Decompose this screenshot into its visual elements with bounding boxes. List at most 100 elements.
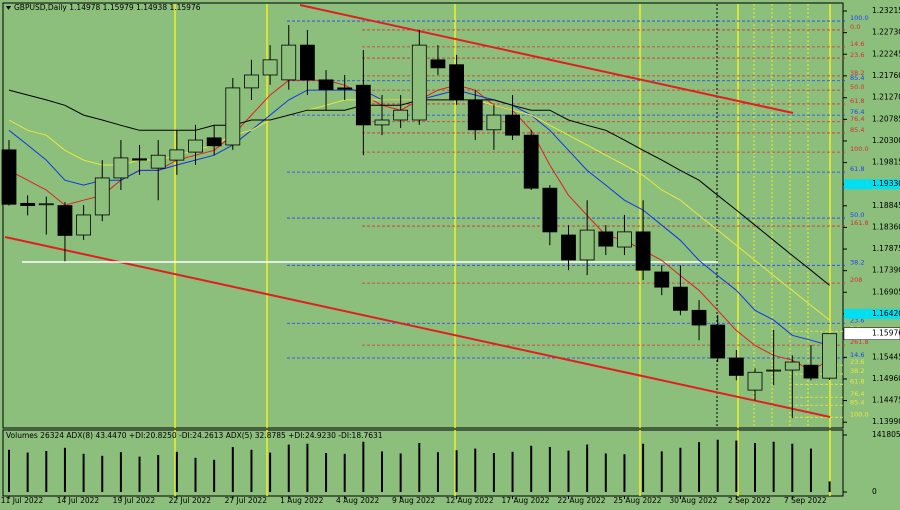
candle-body bbox=[822, 333, 837, 379]
candle-body bbox=[467, 99, 483, 131]
y-tick-label: 1.19330 bbox=[872, 179, 900, 188]
symbol-icon bbox=[6, 6, 11, 10]
candle-body bbox=[94, 177, 110, 216]
candle-body bbox=[38, 203, 54, 206]
y-tick-label: 1.13990 bbox=[872, 417, 900, 426]
x-tick-label: 1 Aug 2022 bbox=[280, 496, 323, 505]
candle-body bbox=[113, 157, 129, 179]
x-tick-label: 30 Aug 2022 bbox=[669, 496, 717, 505]
x-tick-label: 14 Jul 2022 bbox=[57, 496, 100, 505]
y-tick-label: 1.14475 bbox=[872, 396, 900, 405]
candle-body bbox=[355, 84, 371, 126]
candle-body bbox=[244, 74, 259, 89]
level-label: 76.4 bbox=[850, 115, 864, 123]
y-tick-label: 1.21760 bbox=[872, 71, 900, 80]
vertical-markers bbox=[174, 4, 831, 496]
candle-body bbox=[673, 286, 688, 311]
fib-levels: 100.00.014.623.638.285.450.061.876.476.4… bbox=[287, 14, 869, 418]
x-tick-label: 2 Sep 2022 bbox=[728, 496, 771, 505]
candle-body bbox=[299, 44, 315, 81]
price-axis: 1.23215 1.22730 1.22245 1.21760 1.21270 1.207… bbox=[843, 6, 900, 426]
x-tick-label: 11 Jul 2022 bbox=[1, 496, 44, 505]
y-tick-label: 1.15445 bbox=[872, 352, 900, 361]
candle-body bbox=[561, 234, 576, 261]
candle-body bbox=[1, 149, 17, 205]
level-label: 50.0 bbox=[850, 83, 864, 91]
candle-body bbox=[76, 214, 91, 236]
candle-body bbox=[523, 134, 539, 189]
candle-body bbox=[57, 205, 73, 236]
y-tick-label: 1.16905 bbox=[872, 287, 900, 296]
x-tick-label: 22 Aug 2022 bbox=[557, 496, 605, 505]
candle-body bbox=[393, 109, 409, 121]
volume-tick-label: 141805 bbox=[872, 430, 900, 439]
x-tick-label: 4 Aug 2022 bbox=[336, 496, 379, 505]
tick-highlight bbox=[844, 179, 900, 190]
level-label: 76.4 bbox=[850, 390, 864, 398]
y-tick-label: 1.21270 bbox=[872, 93, 900, 102]
y-tick-label: 1.22245 bbox=[872, 49, 900, 58]
level-label: 76.4 bbox=[850, 108, 864, 116]
main-panel bbox=[2, 2, 844, 429]
chart-title: GBPUSD,Daily 1.14978 1.15979 1.14938 1.1… bbox=[14, 3, 201, 12]
level-label: 100.0 bbox=[850, 145, 869, 153]
candle-body bbox=[766, 369, 782, 372]
level-label: 23.6 bbox=[850, 51, 864, 59]
x-tick-label: 7 Sep 2022 bbox=[784, 496, 827, 505]
level-label: 50.0 bbox=[850, 211, 864, 219]
y-tick-label: 1.23215 bbox=[872, 6, 900, 15]
x-tick-label: 9 Aug 2022 bbox=[392, 496, 435, 505]
level-label: 61.8 bbox=[850, 97, 864, 105]
level-label: 85.4 bbox=[850, 398, 864, 406]
level-label: 85.4 bbox=[850, 74, 864, 82]
x-tick-label: 12 Aug 2022 bbox=[446, 496, 494, 505]
trend-line bbox=[4, 236, 831, 418]
candle-body bbox=[598, 231, 614, 247]
candle-body bbox=[710, 324, 726, 359]
level-label: 100.0 bbox=[850, 410, 869, 418]
x-tick-label: 17 Aug 2022 bbox=[502, 496, 550, 505]
candle-body bbox=[635, 231, 651, 271]
candle-body bbox=[654, 271, 670, 288]
y-tick-label: 1.17390 bbox=[872, 266, 900, 275]
x-tick-label: 19 Jul 2022 bbox=[113, 496, 156, 505]
candle-body bbox=[206, 137, 222, 147]
symbol: GBPUSD,Daily bbox=[14, 3, 67, 12]
level-label: 23.6 bbox=[850, 358, 864, 366]
level-label: 0.0 bbox=[850, 23, 860, 31]
tick-highlight bbox=[844, 308, 900, 319]
level-label: 261.8 bbox=[850, 338, 869, 346]
candle-body bbox=[430, 59, 446, 69]
level-label: 14.6 bbox=[850, 351, 864, 359]
level-label: 161.8 bbox=[850, 219, 869, 227]
last-price-box bbox=[843, 327, 900, 340]
candle-body bbox=[486, 114, 502, 131]
trend-line bbox=[299, 4, 794, 114]
candle-body bbox=[318, 79, 334, 91]
candle-body bbox=[337, 87, 353, 90]
y-tick-label: 1.14960 bbox=[872, 374, 900, 383]
level-label: 208 bbox=[850, 276, 862, 284]
last-open: 1.14978 bbox=[69, 3, 100, 12]
level-label: 38.2 bbox=[850, 69, 864, 77]
y-tick-label: 1.19815 bbox=[872, 158, 900, 167]
volume-panel bbox=[2, 429, 844, 497]
candle-body bbox=[20, 202, 36, 206]
candle-body bbox=[542, 187, 558, 233]
candle-body bbox=[505, 114, 520, 136]
level-label: 85.4 bbox=[850, 126, 864, 134]
candle-body bbox=[132, 158, 147, 161]
candle-body bbox=[728, 357, 744, 376]
candle-body bbox=[262, 59, 278, 76]
last-high: 1.15979 bbox=[103, 3, 134, 12]
candles bbox=[1, 25, 837, 419]
y-tick-label: 1.18360 bbox=[872, 222, 900, 231]
x-tick-label: 25 Aug 2022 bbox=[613, 496, 661, 505]
candle-body bbox=[449, 64, 465, 101]
y-tick-label: 1.18845 bbox=[872, 201, 900, 210]
level-label: 100.0 bbox=[850, 14, 869, 22]
date-axis: 11 Jul 2022 14 Jul 2022 19 Jul 2022 22 Jul … bbox=[1, 496, 827, 505]
candle-body bbox=[374, 119, 390, 126]
y-tick-label: 1.17875 bbox=[872, 244, 900, 253]
